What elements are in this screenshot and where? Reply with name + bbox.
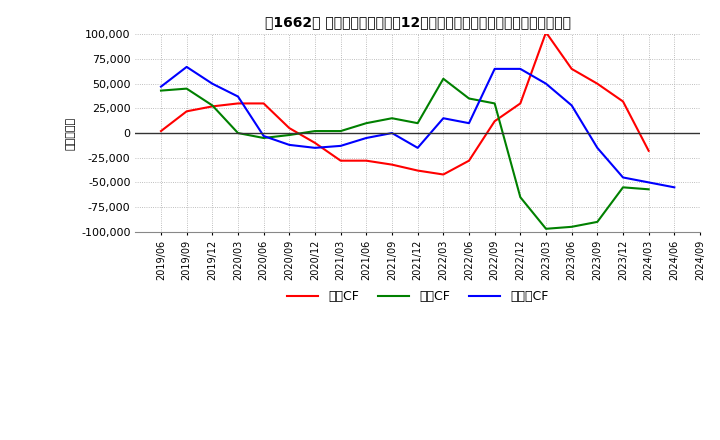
営業CF <box>439 172 448 177</box>
営業CF <box>310 140 319 146</box>
営業CF <box>285 125 294 131</box>
営業CF <box>387 162 396 167</box>
投資CF <box>208 103 217 108</box>
投資CF <box>439 76 448 81</box>
投資CF <box>413 121 422 126</box>
投資CF <box>336 128 345 134</box>
フリーCF <box>516 66 525 72</box>
フリーCF <box>310 145 319 150</box>
フリーCF <box>490 66 499 72</box>
フリーCF <box>618 175 627 180</box>
フリーCF <box>387 130 396 136</box>
営業CF <box>618 99 627 104</box>
営業CF <box>567 66 576 72</box>
投資CF <box>618 185 627 190</box>
投資CF <box>644 187 653 192</box>
営業CF <box>208 104 217 109</box>
フリーCF <box>439 116 448 121</box>
フリーCF <box>208 81 217 86</box>
フリーCF <box>670 185 679 190</box>
投資CF <box>285 132 294 138</box>
投資CF <box>464 96 473 101</box>
投資CF <box>157 88 166 93</box>
投資CF <box>362 121 371 126</box>
営業CF <box>644 148 653 154</box>
フリーCF <box>464 121 473 126</box>
投資CF <box>541 226 550 231</box>
営業CF <box>182 109 191 114</box>
フリーCF <box>285 142 294 147</box>
投資CF <box>234 130 243 136</box>
投資CF <box>490 101 499 106</box>
営業CF <box>516 101 525 106</box>
投資CF <box>516 194 525 200</box>
投資CF <box>387 116 396 121</box>
フリーCF <box>413 145 422 150</box>
投資CF <box>182 86 191 91</box>
フリーCF <box>336 143 345 149</box>
フリーCF <box>644 180 653 185</box>
営業CF <box>593 81 602 86</box>
Line: フリーCF: フリーCF <box>161 67 675 187</box>
投資CF <box>259 136 268 141</box>
Y-axis label: （百万円）: （百万円） <box>66 117 76 150</box>
Line: 投資CF: 投資CF <box>161 79 649 229</box>
営業CF <box>541 30 550 35</box>
投資CF <box>310 128 319 134</box>
フリーCF <box>182 64 191 70</box>
投資CF <box>593 219 602 224</box>
フリーCF <box>157 84 166 89</box>
フリーCF <box>259 133 268 139</box>
Legend: 営業CF, 投資CF, フリーCF: 営業CF, 投資CF, フリーCF <box>282 286 554 308</box>
営業CF <box>234 101 243 106</box>
投資CF <box>567 224 576 229</box>
フリーCF <box>593 145 602 150</box>
フリーCF <box>541 81 550 86</box>
Line: 営業CF: 営業CF <box>161 33 649 175</box>
営業CF <box>464 158 473 163</box>
フリーCF <box>234 94 243 99</box>
営業CF <box>157 128 166 134</box>
営業CF <box>490 118 499 124</box>
営業CF <box>259 101 268 106</box>
フリーCF <box>362 136 371 141</box>
営業CF <box>413 168 422 173</box>
フリーCF <box>567 103 576 108</box>
Title: 　1662、 キャッシュフローの12か月移動合計の対前年同期増減額の推移: 1662、 キャッシュフローの12か月移動合計の対前年同期増減額の推移 <box>265 15 571 29</box>
営業CF <box>362 158 371 163</box>
営業CF <box>336 158 345 163</box>
